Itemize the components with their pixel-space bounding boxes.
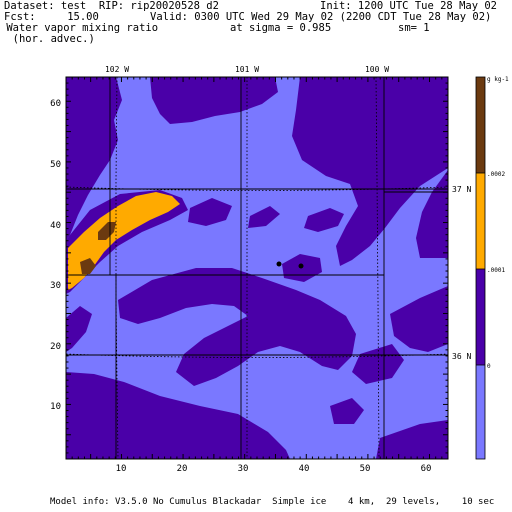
latitude-label: 36 N [452,352,471,361]
color-bar-segment [476,173,485,269]
map-marker-dot [276,261,282,267]
x-tick-label: 20 [177,464,188,474]
lat-lon-grid [65,76,449,460]
color-bar-segment [476,365,485,459]
field-name-label: Water vapor mixing ratio [0,22,159,34]
longitude-label: 102 W [105,65,129,74]
y-tick-label: 20 [50,342,61,352]
mixing-ratio-region-top [80,222,116,274]
forecast-hour-label: Fcst: 15.00 [4,11,99,23]
color-bar-level-label: 0 [487,363,491,370]
axis-ticks [65,76,449,460]
color-bar-segment [476,77,485,173]
y-tick-label: 30 [50,281,61,291]
valid-time-label: Valid: 0300 UTC Wed 29 May 02 (2200 CDT … [150,11,492,23]
color-bar-level-label: .0001 [487,267,505,274]
x-tick-label: 30 [238,464,249,474]
x-tick-label: 60 [421,464,432,474]
y-tick-label: 50 [50,160,61,170]
dataset-label: Dataset: test RIP: rip20020528 d2 [4,0,219,12]
smoothing-label: sm= 1 [398,22,430,34]
color-bar-level-label: .0002 [487,171,505,178]
init-time-label: Init: 1200 UTC Tue 28 May 02 [320,0,498,12]
color-bar-segment [476,269,485,365]
y-tick-label: 40 [50,221,61,231]
y-tick-label: 60 [50,99,61,109]
advection-label: (hor. advec.) [0,33,95,45]
model-info-footer: Model info: V3.5.0 No Cumulus Blackadar … [50,497,495,507]
map-marker-dot [298,263,304,269]
longitude-label: 101 W [235,65,259,74]
x-tick-label: 40 [299,464,310,474]
color-bar-unit-label: g kg-1 [487,76,509,83]
longitude-label: 100 W [365,65,389,74]
x-tick-label: 10 [116,464,127,474]
mixing-ratio-region-upper [68,192,180,290]
color-bar [475,76,486,460]
sigma-level-label: at sigma = 0.985 [230,22,332,34]
latitude-label: 37 N [452,185,471,194]
y-tick-label: 10 [50,402,61,412]
x-tick-label: 50 [360,464,371,474]
